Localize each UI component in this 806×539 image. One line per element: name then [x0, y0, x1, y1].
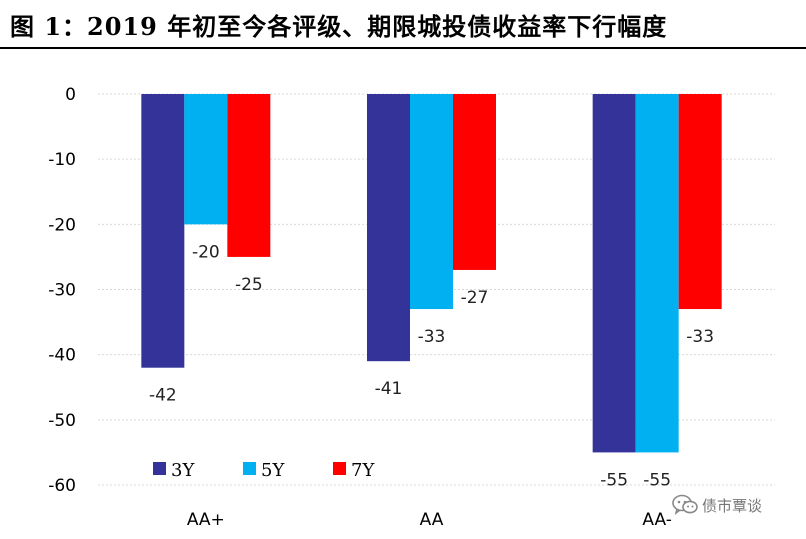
bar-7y-aaplus — [227, 94, 271, 257]
bar-7y-aaminus — [678, 94, 722, 310]
y-tick-label: -20 — [48, 215, 76, 235]
bar-3y-aaplus — [141, 94, 185, 368]
bar-5y-aaminus — [635, 94, 679, 453]
data-labels: -42 -20 -25 -41 -33 -27 -55 -55 -33 — [149, 242, 714, 490]
data-label: -33 — [686, 327, 714, 347]
legend-swatch — [333, 462, 346, 475]
data-label: -25 — [235, 275, 263, 295]
data-label: -55 — [600, 470, 628, 490]
legend-swatch — [243, 462, 256, 475]
wechat-icon — [672, 494, 698, 515]
bar-3y-aaminus — [592, 94, 636, 453]
y-tick-label: -50 — [48, 411, 76, 431]
legend-swatch — [153, 462, 166, 475]
bar-7y-aa — [453, 94, 496, 270]
bars — [141, 94, 722, 453]
legend-label: 7Y — [351, 460, 375, 481]
x-category-label: AA- — [642, 510, 672, 530]
legend-label: 5Y — [261, 460, 285, 481]
y-tick-label: -40 — [48, 346, 76, 366]
data-label: -42 — [149, 386, 177, 406]
watermark-text: 债市覃谈 — [702, 496, 763, 515]
x-category-label: AA — [420, 510, 444, 530]
data-label: -55 — [643, 470, 671, 490]
legend-label: 3Y — [171, 460, 195, 481]
watermark: 债市覃谈 — [672, 491, 762, 519]
axis-labels: 0 -10 -20 -30 -40 -50 -60 AA+ AA AA- — [48, 85, 672, 530]
data-label: -27 — [461, 288, 489, 308]
legend: 3Y 5Y 7Y — [153, 460, 375, 481]
y-tick-label: -30 — [48, 281, 76, 301]
data-label: -41 — [375, 379, 403, 399]
data-label: -33 — [418, 327, 446, 347]
data-label: -20 — [192, 242, 220, 262]
bar-5y-aa — [410, 94, 453, 310]
y-tick-label: -60 — [48, 476, 76, 496]
y-tick-label: -10 — [48, 150, 76, 170]
title-divider — [0, 47, 806, 49]
figure-title: 图 1：2019 年初至今各评级、期限城投债收益率下行幅度 — [10, 12, 668, 41]
y-tick-label: 0 — [65, 85, 76, 105]
bar-5y-aaplus — [184, 94, 228, 225]
bar-3y-aa — [367, 94, 410, 362]
x-category-label: AA+ — [187, 510, 225, 530]
